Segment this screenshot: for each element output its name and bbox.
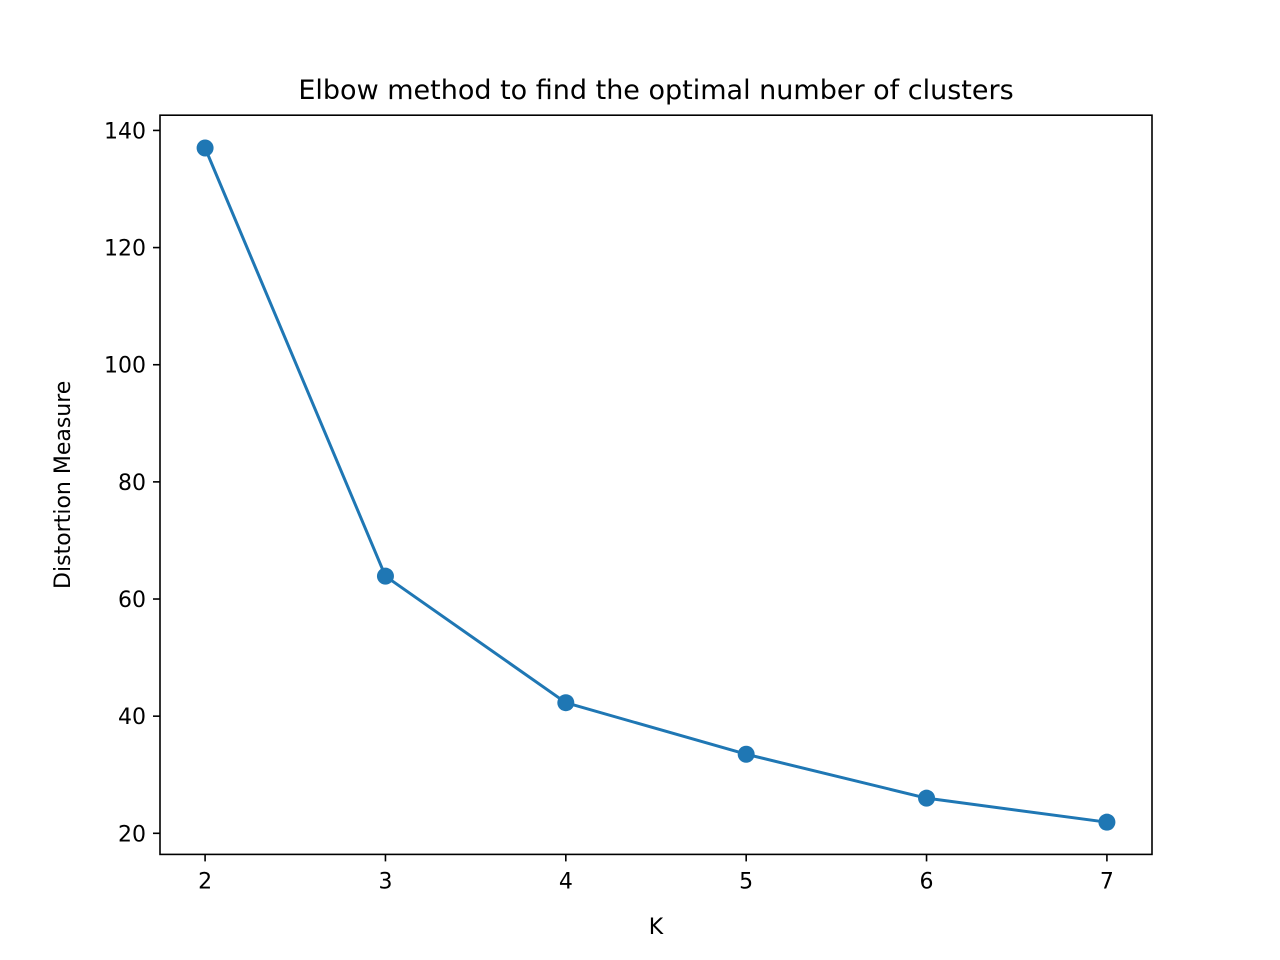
y-tick-label: 100 (104, 354, 146, 379)
data-point (737, 745, 755, 763)
series-line (203, 147, 1108, 824)
y-tick-label: 20 (118, 822, 146, 847)
data-point (196, 139, 214, 157)
y-tick-label: 60 (118, 588, 146, 613)
x-tick-label: 7 (1100, 869, 1114, 894)
data-point (918, 789, 936, 807)
y-axis-ticks: 20 40 60 80 100 120 140 (104, 119, 160, 847)
y-tick-label: 40 (118, 705, 146, 730)
data-point (557, 694, 575, 712)
x-tick-label: 4 (559, 869, 573, 894)
x-axis-label: K (649, 915, 664, 940)
x-tick-label: 3 (378, 869, 392, 894)
y-tick-label: 120 (104, 237, 146, 262)
y-axis-label: Distortion Measure (51, 381, 76, 589)
data-point (376, 567, 394, 585)
x-axis-ticks: 2 3 4 5 6 7 (198, 854, 1114, 894)
x-tick-label: 5 (739, 869, 753, 894)
y-tick-label: 140 (104, 119, 146, 144)
x-tick-label: 6 (920, 869, 934, 894)
y-tick-label: 80 (118, 471, 146, 496)
plot-series (196, 139, 1116, 831)
x-tick-label: 2 (198, 869, 212, 894)
chart-title: Elbow method to find the optimal number … (298, 75, 1013, 106)
data-point (1098, 813, 1116, 831)
plot-area-frame (159, 114, 1153, 856)
